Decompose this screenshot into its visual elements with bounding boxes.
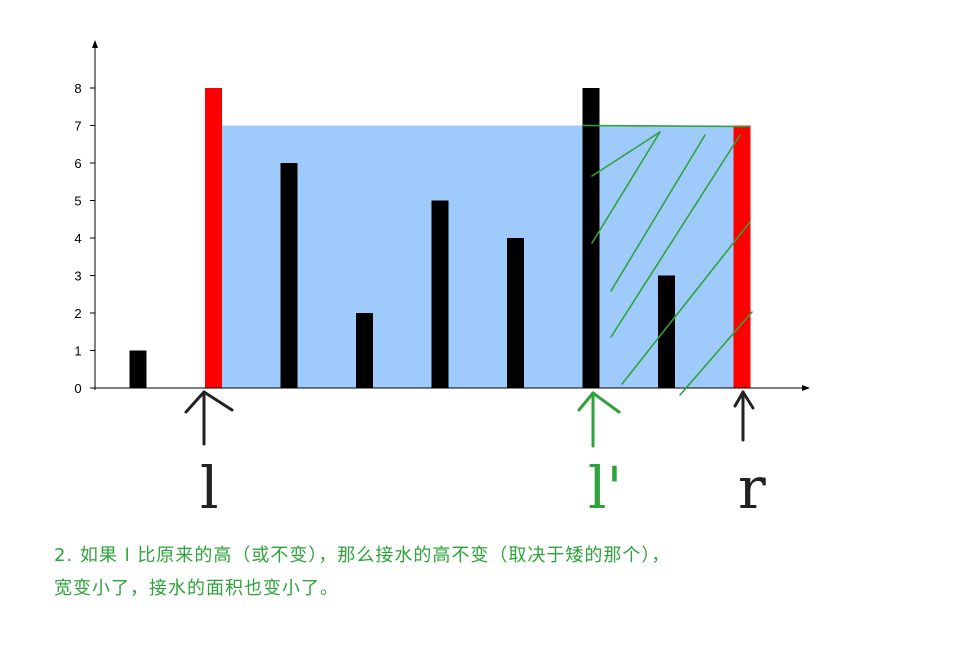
y-tick-label: 2 (74, 306, 81, 321)
right-pointer-arrow (733, 390, 755, 442)
y-ticks: 0 1 2 3 4 5 6 7 8 (74, 81, 95, 396)
y-tick-label: 4 (74, 231, 81, 246)
pointer-bar (205, 88, 222, 388)
x-axis-arrow (802, 385, 810, 391)
left-pointer-label: l (200, 454, 219, 522)
hatch-line (591, 131, 661, 177)
y-tick-label: 1 (74, 344, 81, 359)
bar (507, 238, 524, 388)
hatch-line (610, 134, 741, 338)
y-tick-label: 5 (74, 194, 81, 209)
bar (582, 88, 600, 388)
bar (280, 163, 298, 388)
hatch-line (621, 221, 751, 385)
y-tick-label: 0 (74, 381, 81, 396)
bar (431, 200, 449, 388)
bar (356, 313, 373, 388)
annotation-line-2: 宽变小了，接水的面积也变小了。 (54, 578, 339, 599)
hatch-lines (582, 124, 753, 396)
bars-group (129, 88, 751, 388)
hatch-line (610, 134, 706, 292)
moved-pointer-label: l' (588, 454, 623, 522)
annotation-line-1: 2. 如果 l 比原来的高（或不变），那么接水的高不变（取决于矮的那个）， (54, 545, 671, 566)
hatch-top-line (582, 124, 751, 128)
bar (658, 275, 675, 388)
moved-pointer-arrow (577, 391, 621, 448)
right-pointer-label: r (738, 454, 766, 522)
hatch-line (591, 131, 661, 244)
y-tick-label: 8 (74, 81, 81, 96)
y-tick-label: 7 (74, 119, 81, 134)
bar (129, 350, 147, 388)
y-tick-label: 3 (74, 269, 81, 284)
pointer-bar (733, 125, 751, 388)
y-tick-label: 6 (74, 156, 81, 171)
hatch-line (679, 311, 753, 396)
left-pointer-arrow (184, 390, 234, 446)
y-axis-arrow (92, 40, 98, 48)
water-area (222, 125, 734, 388)
water-fill (222, 125, 734, 388)
